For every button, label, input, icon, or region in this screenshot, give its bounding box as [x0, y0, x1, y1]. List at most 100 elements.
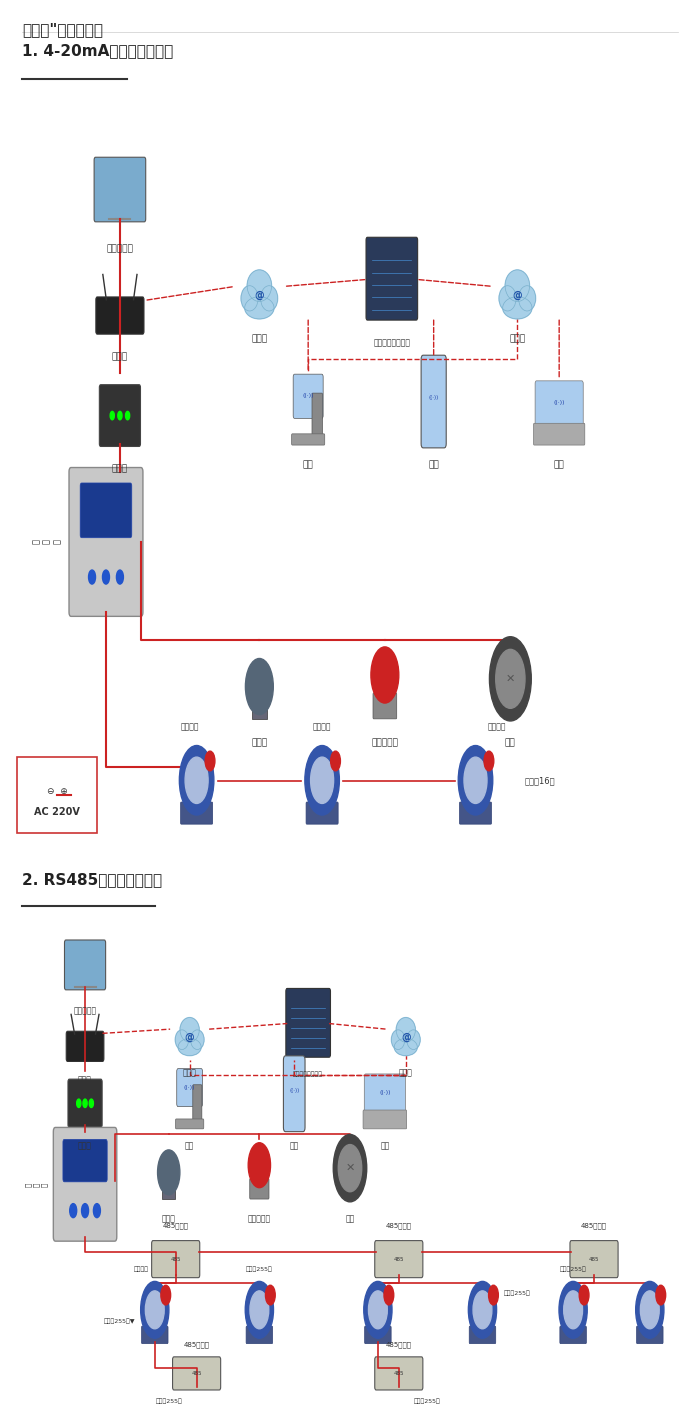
- FancyBboxPatch shape: [94, 158, 146, 222]
- Circle shape: [250, 1290, 269, 1328]
- Text: 485: 485: [170, 1256, 181, 1262]
- Text: 路由器: 路由器: [112, 352, 128, 362]
- FancyBboxPatch shape: [80, 483, 132, 537]
- FancyBboxPatch shape: [636, 1327, 663, 1344]
- Circle shape: [636, 1282, 664, 1338]
- FancyBboxPatch shape: [293, 374, 323, 418]
- Circle shape: [489, 637, 531, 720]
- Circle shape: [464, 757, 487, 803]
- FancyBboxPatch shape: [570, 1241, 618, 1278]
- Text: 转换器: 转换器: [112, 464, 128, 474]
- Text: 电磁阀: 电磁阀: [251, 739, 267, 747]
- FancyBboxPatch shape: [421, 355, 446, 447]
- Circle shape: [559, 1282, 587, 1338]
- Text: ✕: ✕: [345, 1164, 355, 1173]
- Text: ((·)): ((·)): [302, 394, 314, 398]
- Circle shape: [245, 1282, 274, 1338]
- Circle shape: [102, 570, 109, 584]
- FancyBboxPatch shape: [374, 1356, 423, 1390]
- FancyBboxPatch shape: [365, 1327, 391, 1344]
- FancyBboxPatch shape: [193, 1085, 202, 1123]
- FancyBboxPatch shape: [176, 1068, 202, 1107]
- Circle shape: [146, 1290, 164, 1328]
- Circle shape: [118, 411, 122, 419]
- Ellipse shape: [260, 286, 278, 311]
- Circle shape: [656, 1285, 666, 1304]
- FancyBboxPatch shape: [459, 802, 491, 825]
- FancyBboxPatch shape: [250, 1179, 269, 1199]
- FancyBboxPatch shape: [312, 393, 323, 438]
- FancyBboxPatch shape: [246, 1327, 272, 1344]
- Circle shape: [384, 1285, 394, 1304]
- Text: 安帕尔网络服务器: 安帕尔网络服务器: [373, 338, 410, 348]
- Text: 485中继器: 485中继器: [162, 1221, 189, 1228]
- Text: 电磁阀: 电磁阀: [162, 1214, 176, 1224]
- FancyBboxPatch shape: [18, 757, 97, 833]
- Ellipse shape: [190, 1030, 204, 1050]
- Text: 路由器: 路由器: [78, 1075, 92, 1085]
- Circle shape: [205, 751, 215, 771]
- Text: 互联网: 互联网: [510, 333, 526, 343]
- Circle shape: [141, 1282, 169, 1338]
- FancyBboxPatch shape: [373, 692, 397, 719]
- Circle shape: [77, 1099, 81, 1107]
- Text: @: @: [401, 1033, 411, 1043]
- Text: 风机: 风机: [345, 1214, 355, 1224]
- Text: 信号输出: 信号输出: [133, 1266, 148, 1272]
- Text: 485: 485: [589, 1256, 599, 1262]
- Text: 终端: 终端: [380, 1141, 389, 1151]
- Circle shape: [468, 1282, 496, 1338]
- Text: 485: 485: [191, 1370, 202, 1376]
- Text: 互联网: 互联网: [251, 333, 267, 343]
- Circle shape: [110, 411, 114, 419]
- Circle shape: [93, 1203, 100, 1217]
- FancyBboxPatch shape: [152, 1241, 200, 1278]
- Circle shape: [338, 1144, 362, 1192]
- Circle shape: [333, 1134, 367, 1202]
- Circle shape: [82, 1203, 88, 1217]
- Ellipse shape: [396, 1017, 415, 1043]
- Circle shape: [179, 746, 214, 815]
- Ellipse shape: [499, 286, 516, 311]
- Ellipse shape: [391, 1030, 405, 1050]
- FancyBboxPatch shape: [252, 692, 267, 719]
- Text: ((·)): ((·)): [554, 400, 565, 405]
- FancyBboxPatch shape: [286, 989, 330, 1057]
- Circle shape: [368, 1290, 387, 1328]
- Circle shape: [125, 411, 130, 419]
- Text: 信号输出: 信号输出: [487, 722, 505, 732]
- Text: 转换器: 转换器: [78, 1141, 92, 1151]
- Circle shape: [185, 757, 208, 803]
- FancyBboxPatch shape: [69, 467, 143, 616]
- Text: @: @: [185, 1033, 195, 1043]
- Text: 485中继器: 485中继器: [183, 1341, 209, 1348]
- FancyBboxPatch shape: [68, 1079, 102, 1127]
- Text: 安帕尔网络服务器: 安帕尔网络服务器: [293, 1071, 323, 1076]
- Circle shape: [161, 1285, 171, 1304]
- Ellipse shape: [241, 286, 258, 311]
- Ellipse shape: [247, 270, 272, 301]
- Circle shape: [579, 1285, 589, 1304]
- Circle shape: [489, 1285, 498, 1304]
- Circle shape: [246, 658, 273, 715]
- Text: @: @: [255, 290, 264, 300]
- FancyBboxPatch shape: [560, 1327, 587, 1344]
- Text: 可连接16个: 可连接16个: [524, 777, 555, 785]
- Circle shape: [158, 1150, 180, 1195]
- FancyBboxPatch shape: [96, 297, 144, 333]
- FancyBboxPatch shape: [99, 384, 141, 446]
- Circle shape: [89, 1099, 93, 1107]
- Text: 1. 4-20mA信号连接系统图: 1. 4-20mA信号连接系统图: [22, 44, 174, 59]
- Circle shape: [371, 647, 399, 704]
- FancyBboxPatch shape: [176, 1119, 204, 1128]
- Text: 机气猫"系列报警器: 机气猫"系列报警器: [22, 23, 104, 38]
- Text: 手机: 手机: [428, 460, 439, 470]
- FancyBboxPatch shape: [374, 1241, 423, 1278]
- Text: ((·)): ((·)): [428, 395, 439, 400]
- FancyBboxPatch shape: [173, 1356, 220, 1390]
- FancyBboxPatch shape: [141, 1327, 168, 1344]
- FancyBboxPatch shape: [292, 433, 325, 445]
- Text: 单机版电脑: 单机版电脑: [106, 245, 134, 253]
- Text: ⊖  ⊕: ⊖ ⊕: [47, 787, 67, 796]
- Circle shape: [640, 1290, 659, 1328]
